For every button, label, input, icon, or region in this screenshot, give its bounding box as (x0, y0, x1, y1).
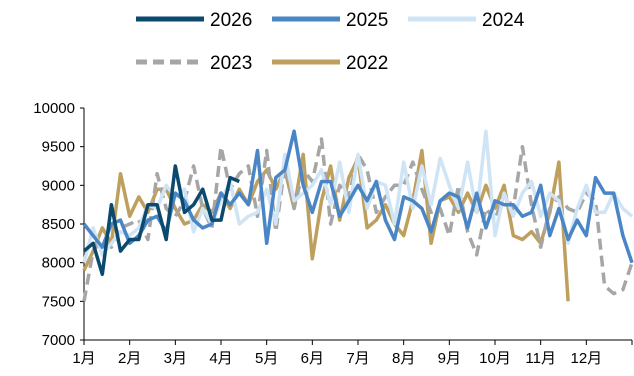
y-tick-label: 9500 (42, 139, 75, 156)
y-tick-label: 8500 (42, 216, 75, 233)
x-tick-label: 11月 (525, 350, 556, 367)
series-line-2023 (82, 137, 634, 302)
x-tick-label: 9月 (438, 350, 461, 367)
y-tick-label: 7500 (42, 293, 75, 310)
x-tick-label: 12月 (570, 350, 602, 367)
x-tick-label: 1月 (72, 350, 95, 367)
y-tick-label: 7000 (42, 332, 75, 349)
legend-label-2026: 2026 (210, 10, 252, 31)
legend: 2026 2025 2024 2023 2022 (136, 10, 525, 74)
series-lines (82, 129, 634, 302)
y-tick-label: 8000 (42, 255, 75, 272)
legend-label-2022: 2022 (346, 53, 388, 74)
x-tick-label: 2月 (118, 350, 141, 367)
x-tick-label: 4月 (209, 350, 232, 367)
series-line-2025 (82, 129, 634, 264)
legend-label-2023: 2023 (210, 53, 252, 74)
y-tick-label: 10000 (33, 100, 75, 117)
x-tick-label: 7月 (346, 350, 369, 367)
x-tick-label: 10月 (479, 350, 511, 367)
y-tick-label: 9000 (42, 177, 75, 194)
series-line-2026 (82, 164, 240, 277)
legend-label-2025: 2025 (346, 10, 388, 31)
x-tick-label: 3月 (164, 350, 187, 367)
x-tick-label: 5月 (255, 350, 278, 367)
x-tick-label: 6月 (301, 350, 324, 367)
legend-label-2024: 2024 (482, 10, 525, 31)
series-line-2024 (82, 129, 634, 264)
x-tick-label: 8月 (392, 350, 415, 367)
